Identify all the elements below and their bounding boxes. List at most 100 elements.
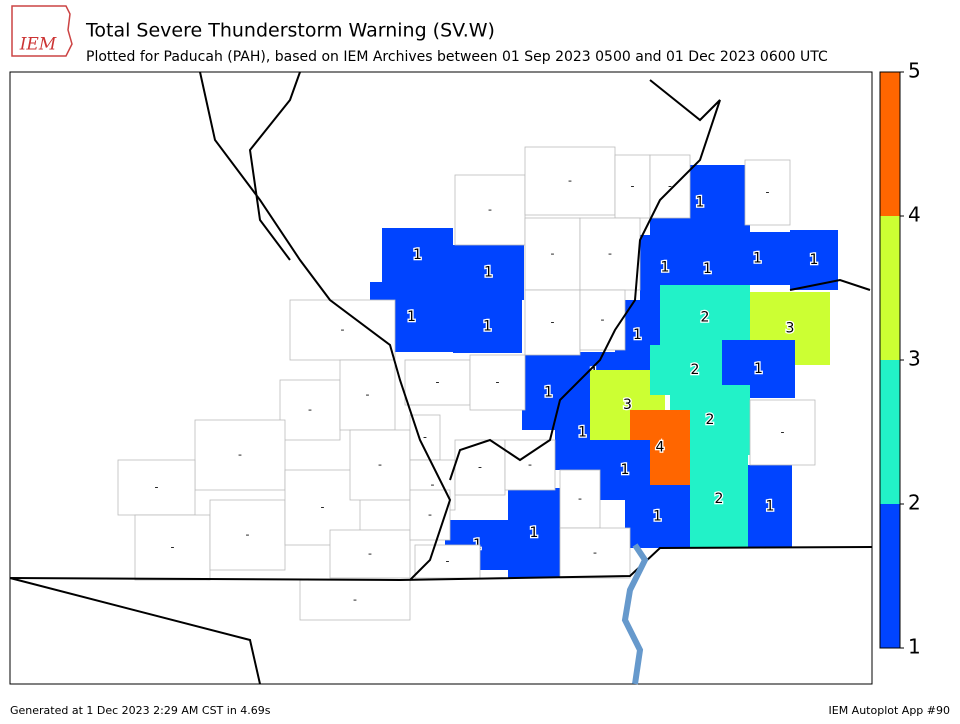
county-label: 1 bbox=[810, 252, 819, 268]
county-label: - bbox=[478, 461, 482, 474]
county-label: - bbox=[781, 426, 785, 439]
borders bbox=[9, 71, 873, 685]
county-label: - bbox=[246, 528, 250, 541]
colorbar-tick-label: 3 bbox=[908, 347, 921, 371]
county bbox=[382, 228, 453, 282]
county-label: - bbox=[155, 481, 159, 494]
county bbox=[559, 527, 631, 579]
county-label: 1 bbox=[407, 309, 416, 325]
county-label: 1 bbox=[703, 261, 712, 277]
subtitle: Plotted for Paducah (PAH), based on IEM … bbox=[86, 49, 828, 65]
county-label: 2 bbox=[691, 362, 700, 378]
county-label: - bbox=[488, 203, 492, 216]
colorbar-segment bbox=[880, 504, 900, 648]
colorbar: 1 2 3 4 5 bbox=[879, 59, 921, 659]
county-label: - bbox=[578, 492, 582, 505]
county-label: - bbox=[631, 180, 635, 193]
county bbox=[469, 354, 526, 411]
state-border bbox=[449, 79, 721, 481]
title: Total Severe Thunderstorm Warning (SV.W) bbox=[85, 20, 495, 42]
county bbox=[660, 285, 750, 350]
colorbar-segment bbox=[880, 216, 900, 360]
county bbox=[454, 174, 526, 246]
county-label: 1 bbox=[544, 385, 553, 401]
county-label: - bbox=[341, 323, 345, 336]
county-label: - bbox=[766, 186, 770, 199]
county-label: 1 bbox=[621, 462, 630, 478]
county-layer: 11111113111111232124112111--------------… bbox=[117, 146, 838, 621]
county-label: 1 bbox=[413, 247, 422, 263]
county-label: - bbox=[428, 508, 432, 521]
county bbox=[117, 459, 196, 516]
county bbox=[579, 217, 641, 291]
county-label: - bbox=[423, 431, 427, 444]
county-label: - bbox=[601, 313, 605, 326]
county-label: 1 bbox=[484, 265, 493, 281]
colorbar-tick-label: 2 bbox=[908, 491, 921, 515]
county-label: - bbox=[238, 448, 242, 461]
state-border bbox=[199, 71, 452, 581]
county-label: - bbox=[378, 458, 382, 471]
county-label: - bbox=[353, 593, 357, 606]
county bbox=[299, 579, 411, 621]
county bbox=[453, 300, 522, 353]
state-border bbox=[9, 577, 261, 685]
county bbox=[209, 499, 286, 571]
county bbox=[409, 489, 451, 541]
county-label: - bbox=[171, 541, 175, 554]
logo-text: IEM bbox=[19, 35, 57, 55]
county-label: - bbox=[551, 316, 555, 329]
county bbox=[749, 399, 816, 466]
county-label: - bbox=[608, 247, 612, 260]
county-label: 2 bbox=[715, 491, 724, 507]
county bbox=[625, 485, 690, 548]
county-label: 1 bbox=[696, 195, 705, 211]
county-label: 2 bbox=[706, 412, 715, 428]
county bbox=[279, 379, 341, 441]
county bbox=[194, 419, 286, 491]
county-label: 1 bbox=[653, 509, 662, 525]
county bbox=[744, 159, 791, 226]
county bbox=[508, 488, 560, 578]
county bbox=[329, 529, 411, 579]
county bbox=[790, 230, 838, 290]
county-label: 3 bbox=[786, 321, 795, 337]
county-label: - bbox=[593, 546, 597, 559]
county-label: 3 bbox=[623, 397, 632, 413]
state-border bbox=[9, 546, 873, 582]
county bbox=[559, 469, 601, 529]
county-label: - bbox=[366, 388, 370, 401]
county-label: 1 bbox=[753, 251, 762, 267]
county-label: - bbox=[528, 458, 532, 471]
footer-left: Generated at 1 Dec 2023 2:29 AM CST in 4… bbox=[10, 704, 271, 717]
county bbox=[349, 429, 411, 501]
colorbar-tick-label: 1 bbox=[908, 635, 921, 659]
state-border bbox=[789, 278, 871, 291]
county-label: - bbox=[668, 180, 672, 193]
logo-outline bbox=[11, 5, 73, 57]
county-label: 2 bbox=[701, 310, 710, 326]
county-label: - bbox=[321, 501, 325, 514]
county-label: 1 bbox=[530, 525, 539, 541]
county bbox=[404, 359, 471, 406]
colorbar-tick-label: 4 bbox=[908, 203, 921, 227]
footer-right: IEM Autoplot App #90 bbox=[829, 704, 951, 717]
county-label: - bbox=[368, 547, 372, 560]
county bbox=[414, 544, 481, 579]
county-label: - bbox=[446, 555, 450, 568]
county-label: 1 bbox=[754, 361, 763, 377]
county-label: 1 bbox=[578, 425, 587, 441]
county-label: - bbox=[431, 478, 435, 491]
county bbox=[579, 289, 626, 351]
county bbox=[725, 232, 790, 285]
county-label: - bbox=[436, 376, 440, 389]
river bbox=[621, 543, 649, 685]
colorbar-segment bbox=[880, 72, 900, 216]
county-label: 1 bbox=[633, 327, 642, 343]
county-label: - bbox=[551, 247, 555, 260]
county-label: - bbox=[496, 376, 500, 389]
state-border bbox=[248, 71, 301, 261]
county-label: 1 bbox=[661, 260, 670, 276]
county-label: - bbox=[308, 403, 312, 416]
